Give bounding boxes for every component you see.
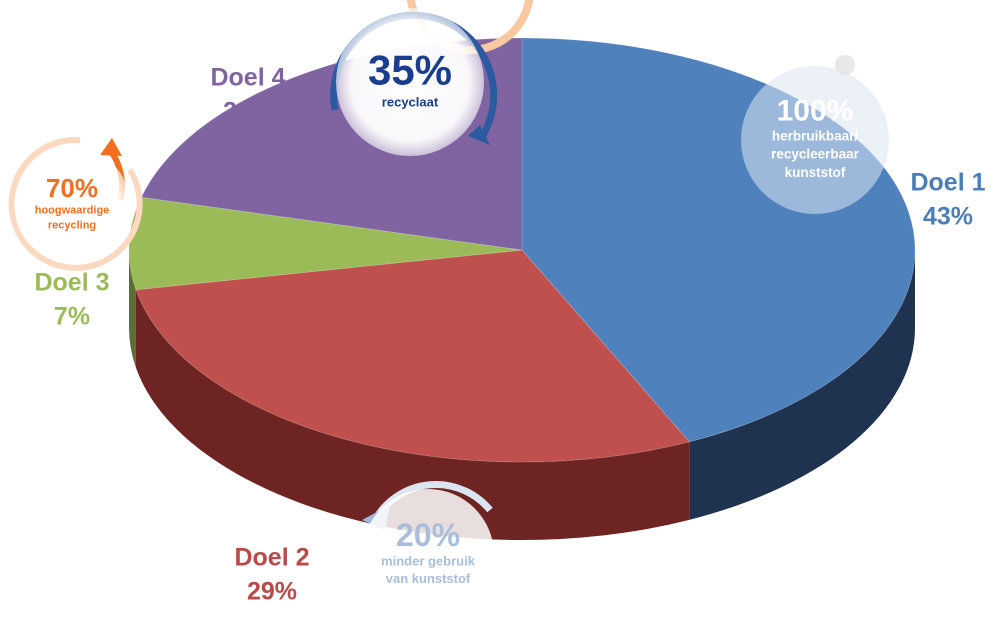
- value-label: 21%: [223, 98, 273, 126]
- labels: Doel 1 43% Doel 2 29% Doel 3 7% Doel 4 21%: [34, 64, 985, 606]
- badge-text: recyclaat: [382, 94, 439, 109]
- badge: [336, 8, 484, 156]
- category-label: Doel 4: [210, 64, 285, 92]
- badge-text: herbruikbaar/: [772, 128, 859, 143]
- category-label: Doel 1: [910, 169, 985, 197]
- badge: [741, 66, 889, 214]
- category-label: Doel 2: [234, 544, 309, 572]
- badge-text: recycling: [48, 219, 96, 231]
- category-label: Doel 3: [34, 269, 109, 297]
- ring: [8, 136, 143, 271]
- slice-side: [129, 250, 136, 368]
- badge-text: van kunststof: [386, 571, 471, 586]
- value-label: 29%: [247, 578, 297, 606]
- slice-side: [689, 250, 915, 520]
- slice-side: [135, 289, 690, 540]
- badge-text: recycleerbaar: [771, 147, 860, 162]
- badge-text: minder gebruik: [381, 554, 476, 569]
- badge-text: kunststof: [785, 165, 846, 180]
- badge-value: 35%: [368, 46, 452, 93]
- badge: [14, 147, 130, 263]
- badge-value: 70%: [46, 173, 98, 203]
- badge-text: hoogwaardige: [35, 204, 110, 216]
- arrow-head: [468, 125, 490, 145]
- badges: 100%herbruikbaar/recycleerbaar kunststof 3…: [8, 0, 889, 619]
- badge: [362, 489, 494, 619]
- badge-value: 20%: [396, 517, 460, 553]
- value-label: 43%: [923, 203, 973, 231]
- value-label: 7%: [54, 303, 90, 331]
- decor-dot: [835, 55, 855, 75]
- slice: [135, 249, 691, 463]
- arrow-head: [100, 138, 122, 156]
- badge-value: 100%: [777, 95, 854, 128]
